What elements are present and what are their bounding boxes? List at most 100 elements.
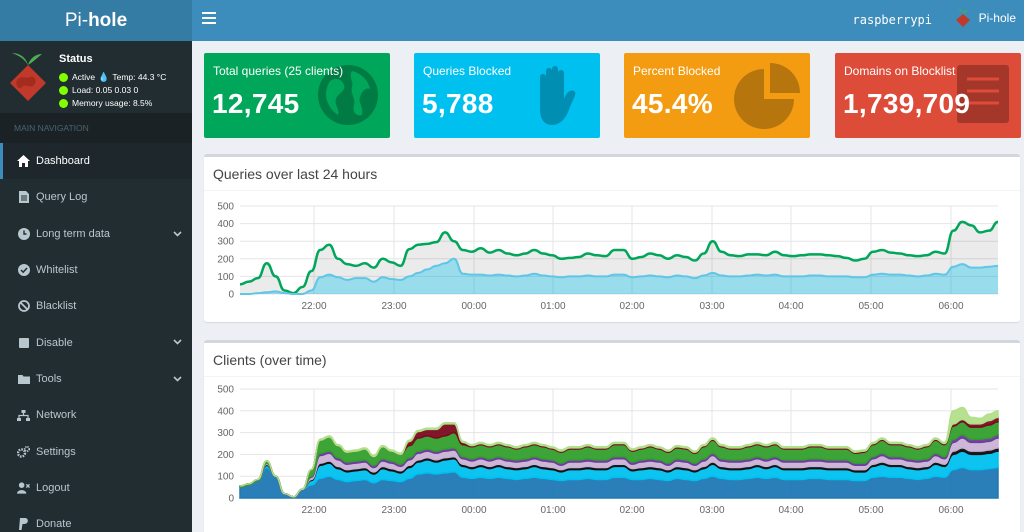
user-label: Pi-hole (978, 11, 1016, 25)
x-tick-label: 03:00 (699, 301, 724, 312)
sidebar-item-blacklist[interactable]: Blacklist (0, 288, 192, 324)
sidebar-item-label: Donate (36, 518, 72, 531)
clock-icon (17, 227, 30, 240)
queries-chart-box: Queries over last 24 hours 0 100 200 300 400… (204, 154, 1020, 322)
pihole-logo-icon (955, 9, 970, 27)
check-circle-icon (17, 264, 30, 277)
y-tick-label: 0 (228, 494, 234, 505)
brand-logo[interactable]: Pi-hole (0, 0, 192, 41)
sidebar-item-settings[interactable]: Settings (0, 433, 192, 469)
stat-value: 5,788 (422, 88, 494, 119)
x-tick-label: 23:00 (381, 505, 406, 516)
x-tick-label: 06:00 (938, 505, 963, 516)
brand-suffix: hole (88, 9, 128, 31)
x-tick-label: 04:00 (778, 301, 803, 312)
x-tick-label: 02:00 (619, 505, 644, 516)
chevron-down-icon (173, 336, 182, 348)
status-active-row: Active 💧 Temp: 44.3 °C (59, 71, 166, 84)
series-line-0[interactable] (239, 220, 999, 295)
sidebar-item-logout[interactable]: Logout (0, 470, 192, 506)
x-tick-label: 05:00 (858, 505, 883, 516)
stat-queries-blocked: Queries Blocked 5,788 (414, 53, 600, 138)
sidebar-item-label: Dashboard (36, 155, 90, 168)
series-area-7[interactable] (239, 406, 999, 498)
status-memory: Memory usage: 8.5% (72, 98, 153, 108)
status-dot-icon (59, 99, 68, 108)
queries-chart-title: Queries over last 24 hours (204, 157, 1020, 191)
stat-value: 12,745 (212, 88, 300, 119)
stat-title: Total queries (25 clients) (213, 64, 344, 78)
temperature-icon: 💧 (98, 72, 110, 82)
pie-chart-icon (734, 63, 800, 134)
sidebar-item-query-log[interactable]: Query Log (0, 179, 192, 215)
stat-title: Percent Blocked (633, 64, 721, 78)
status-dot-icon (59, 73, 68, 82)
sidebar: Status Active 💧 Temp: 44.3 °C Load: 0.05 0… (0, 41, 192, 532)
sidebar-item-dashboard[interactable]: Dashboard (0, 143, 192, 180)
x-tick-label: 22:00 (301, 505, 326, 516)
sidebar-item-whitelist[interactable]: Whitelist (0, 252, 192, 288)
y-tick-label: 200 (217, 450, 234, 461)
status-panel: Status Active 💧 Temp: 44.3 °C Load: 0.05 0… (0, 41, 192, 113)
sidebar-item-label: Logout (36, 481, 70, 494)
x-tick-label: 06:00 (938, 301, 963, 312)
nav-header: MAIN NAVIGATION (0, 113, 192, 143)
y-tick-label: 500 (217, 385, 234, 396)
stat-value: 45.4% (632, 88, 713, 119)
sidebar-item-network[interactable]: Network (0, 397, 192, 433)
series-area-1 (240, 258, 998, 294)
brand-prefix: Pi- (64, 9, 89, 31)
chevron-down-icon (173, 228, 182, 240)
clients-chart-box: Clients (over time) 0 100 200 300 400 500 22:0… (204, 340, 1020, 532)
sidebar-item-donate[interactable]: Donate (0, 506, 192, 532)
stat-title: Queries Blocked (423, 64, 512, 78)
status-dot-icon (59, 86, 68, 95)
status-title: Status (59, 53, 93, 65)
sidebar-item-label: Query Log (36, 191, 88, 204)
y-tick-label: 100 (217, 472, 234, 483)
sidebar-item-tools[interactable]: Tools (0, 361, 192, 397)
sidebar-item-label: Disable (36, 336, 73, 349)
y-tick-label: 100 (217, 272, 234, 283)
folder-icon (17, 372, 30, 385)
gears-icon (17, 445, 30, 458)
user-times-icon (17, 481, 30, 494)
stat-percent-blocked: Percent Blocked 45.4% (624, 53, 810, 138)
pihole-status-logo-icon (10, 53, 46, 101)
stat-domains-on-blocklist: Domains on Blocklist 1,739,709 (835, 53, 1021, 138)
stat-total-queries: Total queries (25 clients) 12,745 (204, 53, 390, 138)
y-tick-label: 500 (217, 202, 234, 213)
status-lines: Active 💧 Temp: 44.3 °C Load: 0.05 0.03 0 M… (59, 71, 166, 110)
x-tick-label: 22:00 (301, 301, 326, 312)
y-tick-label: 400 (217, 219, 234, 230)
status-load: Load: 0.05 0.03 0 (72, 85, 139, 95)
status-active: Active (72, 72, 96, 82)
chevron-down-icon (173, 373, 182, 385)
sidebar-item-long-term-data[interactable]: Long term data (0, 216, 192, 252)
globe-icon (316, 63, 380, 132)
stat-value: 1,739,709 (843, 88, 971, 119)
clients-chart[interactable]: 0 100 200 300 400 500 22:00 23:00 00:00 01:00 02:0… (204, 343, 1020, 532)
file-icon (17, 191, 30, 204)
sidebar-item-disable[interactable]: Disable (0, 324, 192, 360)
x-tick-label: 03:00 (699, 505, 724, 516)
x-tick-label: 02:00 (619, 301, 644, 312)
x-tick-label: 00:00 (461, 505, 486, 516)
x-tick-label: 01:00 (540, 505, 565, 516)
x-tick-label: 04:00 (778, 505, 803, 516)
status-memory-row: Memory usage: 8.5% (59, 97, 166, 110)
series-line-1[interactable] (239, 257, 999, 295)
home-icon (17, 155, 30, 168)
sidebar-item-label: Tools (36, 372, 62, 385)
sidebar-item-label: Blacklist (36, 300, 77, 313)
stop-icon (17, 336, 30, 349)
sidebar-item-label: Settings (36, 445, 76, 458)
sidebar-item-label: Long term data (36, 227, 110, 240)
x-tick-label: 01:00 (540, 301, 565, 312)
x-tick-label: 05:00 (858, 301, 883, 312)
queries-chart[interactable]: 0 100 200 300 400 500 22:00 23:00 00:00 01:00 02:0… (204, 157, 1020, 322)
status-temp: Temp: 44.3 °C (112, 72, 167, 82)
sidebar-item-label: Whitelist (36, 264, 78, 277)
sidebar-toggle-icon[interactable] (202, 12, 216, 28)
user-menu[interactable]: Pi-hole (955, 8, 1016, 28)
